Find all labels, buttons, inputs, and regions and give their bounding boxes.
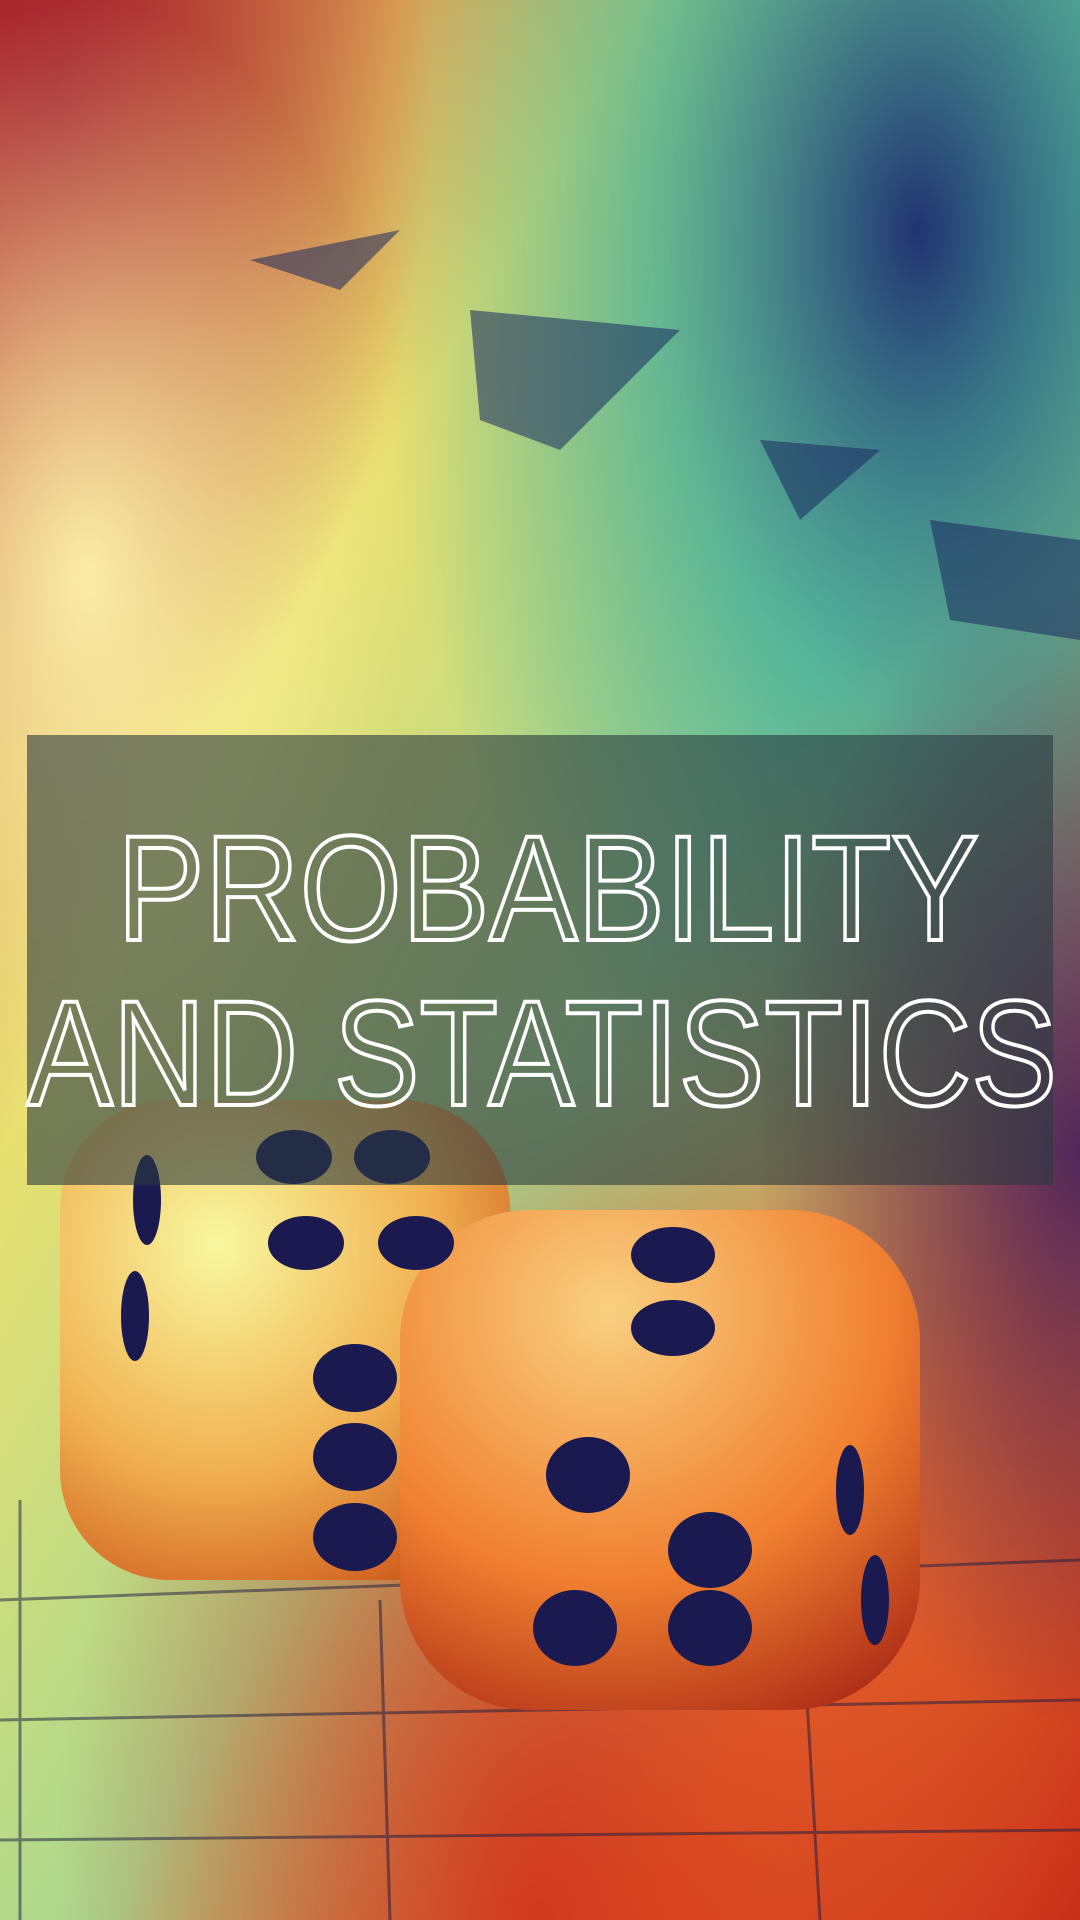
title-line-2: AND STATISTICS — [27, 969, 1057, 1137]
dice — [60, 1100, 920, 1710]
title-panel — [27, 735, 1053, 1185]
title-line-1: PROBABILITY — [117, 804, 979, 972]
